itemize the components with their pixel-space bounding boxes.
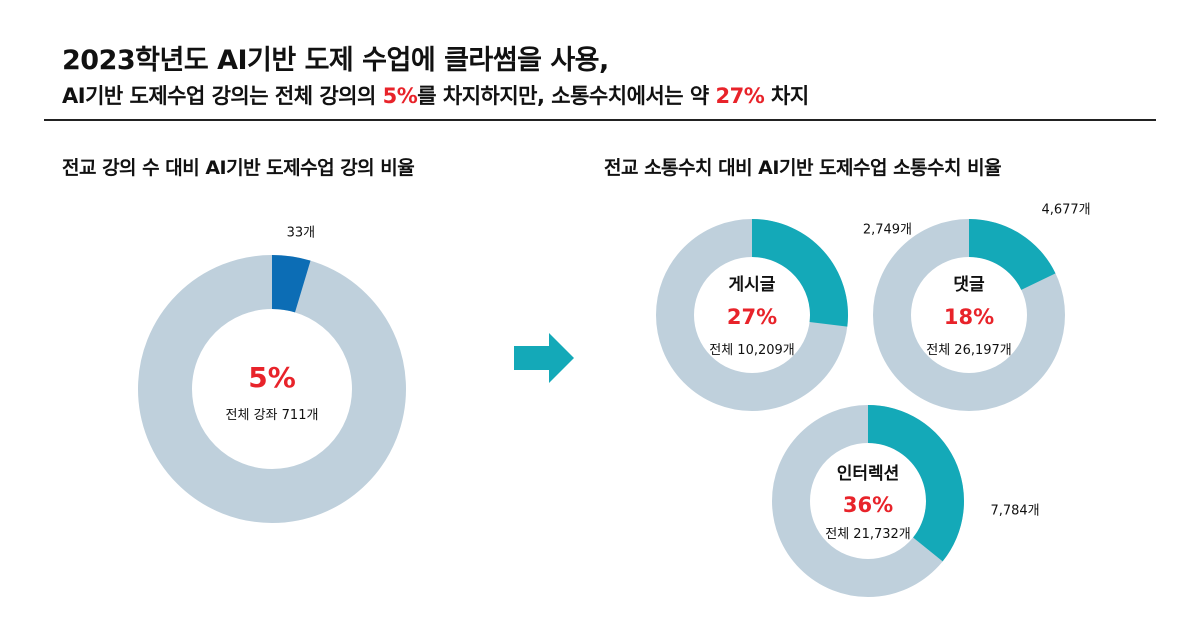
comments-total-label: 전체 26,197개 (926, 343, 1012, 358)
lectures-percent-label: 5% (248, 361, 296, 394)
interactions-value-label: 7,784개 (990, 503, 1039, 518)
arrow-icon (514, 333, 574, 383)
interactions-category-label: 인터렉션 (837, 464, 900, 484)
comments-donut-slice (969, 219, 1056, 290)
subtitle-highlight-lectures: 5% (382, 84, 418, 108)
left-chart-title: 전교 강의 수 대비 AI기반 도제수업 강의 비율 (62, 157, 415, 179)
interactions-total-label: 전체 21,732개 (825, 527, 911, 542)
posts-donut-slice (752, 219, 848, 327)
lectures-value-label: 33개 (287, 226, 316, 241)
interactions-donut-slice (868, 405, 965, 562)
header-divider (44, 119, 1156, 121)
posts-category-label: 게시글 (729, 275, 776, 295)
comments-percent-label: 18% (944, 305, 994, 329)
page-title: 2023학년도 AI기반 도제 수업에 클라썸을 사용, (62, 45, 609, 76)
subtitle-part-2: 를 차지하지만, 소통수치에서는 약 (417, 84, 716, 108)
posts-total-label: 전체 10,209개 (709, 343, 795, 358)
subtitle-part-1: AI기반 도제수업 강의는 전체 강의의 (62, 84, 383, 108)
right-chart-title: 전교 소통수치 대비 AI기반 도제수업 소통수치 비율 (604, 157, 1002, 179)
posts-percent-label: 27% (727, 305, 777, 329)
comments-value-label: 4,677개 (1041, 203, 1090, 218)
interactions-percent-label: 36% (843, 493, 893, 517)
subtitle-highlight-communication: 27% (715, 84, 765, 108)
posts-value-label: 2,749개 (863, 222, 912, 237)
page-subtitle: AI기반 도제수업 강의는 전체 강의의 5%를 차지하지만, 소통수치에서는 … (62, 80, 809, 110)
subtitle-part-3: 차지 (764, 84, 809, 108)
lectures-donut-slice (272, 255, 311, 313)
lectures-total-label: 전체 강좌 711개 (226, 408, 319, 423)
comments-category-label: 댓글 (953, 275, 985, 295)
